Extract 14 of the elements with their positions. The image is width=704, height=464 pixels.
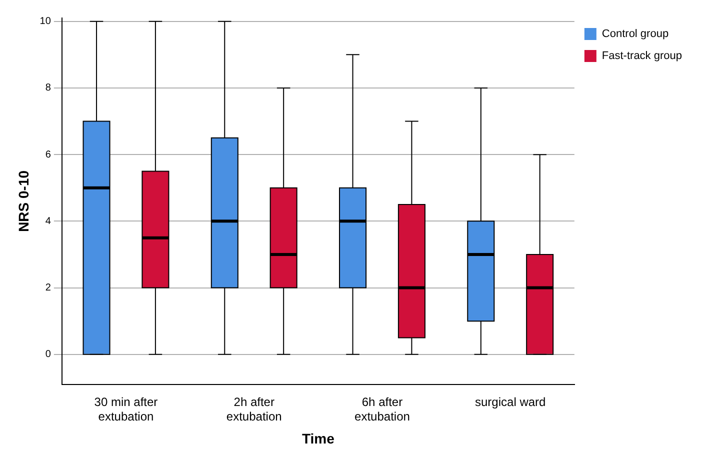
y-tick-label: 8 [45,82,52,94]
x-tick-label: 2h after extubation [226,394,282,424]
y-tick-label: 2 [45,282,52,294]
y-tick-label: 10 [40,16,52,28]
x-tick-label: surgical ward [475,394,546,409]
x-tick-label: 30 min after extubation [94,394,158,424]
y-axis-title: NRS 0-10 [15,170,32,232]
y-tick-label: 6 [45,149,52,160]
y-tick-label: 0 [45,349,52,360]
x-axis-title: Time [302,430,335,446]
legend-label: Fast-track group [602,50,682,62]
x-tick-label: 6h after extubation [354,394,410,424]
y-tick-label: 4 [45,216,52,227]
legend-label: Control group [602,28,669,40]
